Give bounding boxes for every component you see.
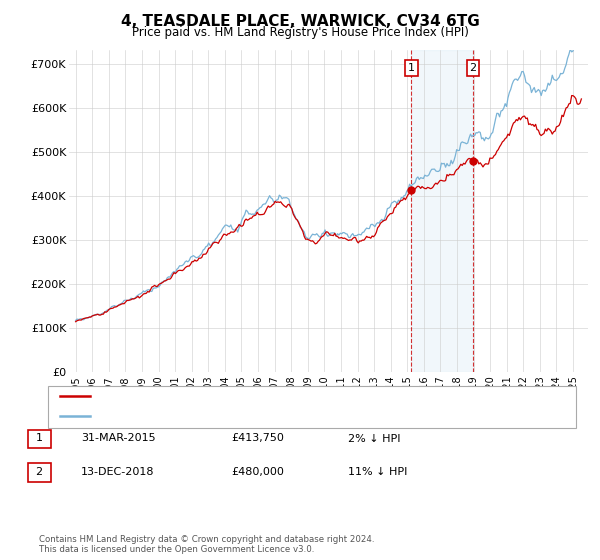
Text: £413,750: £413,750 (231, 433, 284, 444)
Text: Price paid vs. HM Land Registry's House Price Index (HPI): Price paid vs. HM Land Registry's House … (131, 26, 469, 39)
Text: 31-MAR-2015: 31-MAR-2015 (81, 433, 155, 444)
Text: 11% ↓ HPI: 11% ↓ HPI (348, 467, 407, 477)
Text: 4, TEASDALE PLACE, WARWICK, CV34 6TG (detached house): 4, TEASDALE PLACE, WARWICK, CV34 6TG (de… (99, 391, 413, 402)
Text: 4, TEASDALE PLACE, WARWICK, CV34 6TG: 4, TEASDALE PLACE, WARWICK, CV34 6TG (121, 14, 479, 29)
Text: Contains HM Land Registry data © Crown copyright and database right 2024.
This d: Contains HM Land Registry data © Crown c… (39, 535, 374, 554)
Text: 1: 1 (35, 433, 43, 444)
Text: 13-DEC-2018: 13-DEC-2018 (81, 467, 155, 477)
Bar (412, 50, 473, 372)
Text: 1: 1 (408, 63, 415, 73)
Text: £480,000: £480,000 (231, 467, 284, 477)
Text: 2% ↓ HPI: 2% ↓ HPI (348, 433, 401, 444)
Text: 2: 2 (469, 63, 476, 73)
Text: HPI: Average price, detached house, Warwick: HPI: Average price, detached house, Warw… (99, 410, 335, 421)
Text: 2: 2 (35, 467, 43, 477)
